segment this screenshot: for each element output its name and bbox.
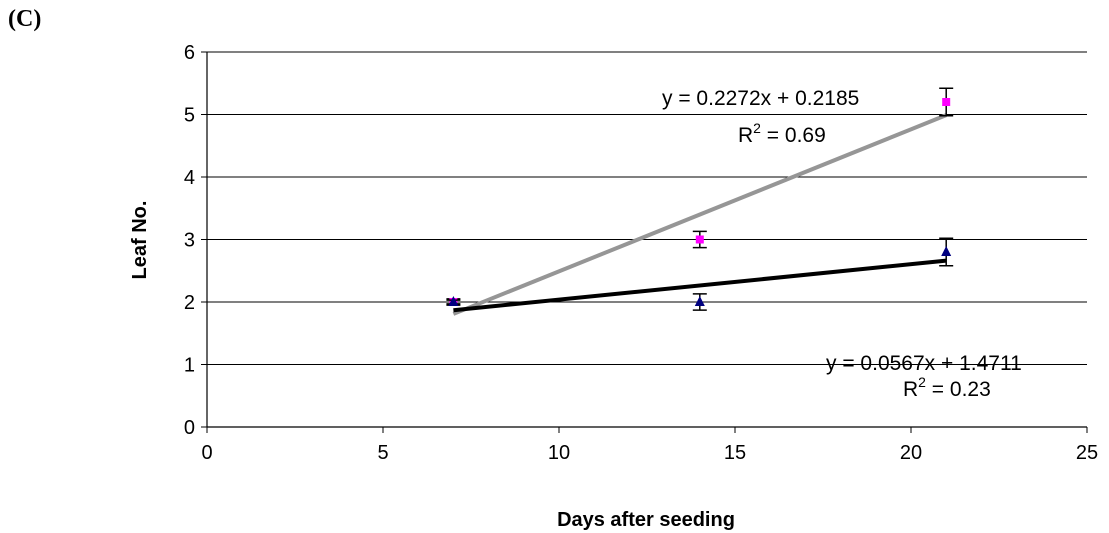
r2-label-series-1: R2 = 0.69	[738, 120, 826, 147]
x-axis-title: Days after seeding	[557, 509, 735, 531]
triangle-marker	[694, 296, 705, 306]
grid-lines	[207, 51, 1087, 365]
equation-label-series-2: y = 0.0567x + 1.4711	[826, 352, 1022, 375]
triangle-marker	[448, 296, 459, 306]
data-point-series-2-2	[692, 293, 707, 311]
trendlines	[452, 113, 947, 316]
x-tick-label-5: 5	[377, 442, 388, 464]
y-axis-title: Leaf No.	[129, 201, 151, 280]
equation-label-series-1: y = 0.2272x + 0.2185	[662, 87, 859, 110]
x-tick-label-15: 15	[724, 442, 746, 464]
data-points	[446, 87, 954, 311]
panel-label: (C)	[8, 6, 42, 32]
trendline-series-1	[452, 113, 947, 316]
y-tick-label-1: 1	[184, 355, 195, 377]
trendline-series-2	[453, 258, 947, 313]
y-tick-label-5: 5	[184, 105, 195, 127]
x-tick-label-20: 20	[900, 442, 922, 464]
square-marker	[695, 235, 704, 244]
y-tick-label-0: 0	[184, 417, 195, 439]
r2-label-series-2: R2 = 0.23	[903, 374, 991, 401]
square-marker	[942, 98, 951, 106]
y-tick-label-2: 2	[184, 292, 195, 314]
data-point-series-2-3	[939, 237, 954, 267]
y-tick-label-4: 4	[184, 167, 195, 189]
y-tick-label-3: 3	[184, 230, 195, 252]
triangle-marker	[941, 246, 952, 256]
x-tick-label-25: 25	[1076, 442, 1098, 464]
tick-labels: 0 1 2 3 4 5 6 0 5 10 15 20 25	[184, 42, 1098, 464]
data-point-series-2-1	[446, 296, 461, 306]
x-tick-label-0: 0	[201, 442, 212, 464]
data-point-series-1-2	[692, 230, 707, 249]
x-tick-label-10: 10	[548, 442, 570, 464]
y-tick-label-6: 6	[184, 42, 195, 64]
data-point-series-1-3	[939, 87, 954, 117]
axes	[201, 51, 1088, 433]
